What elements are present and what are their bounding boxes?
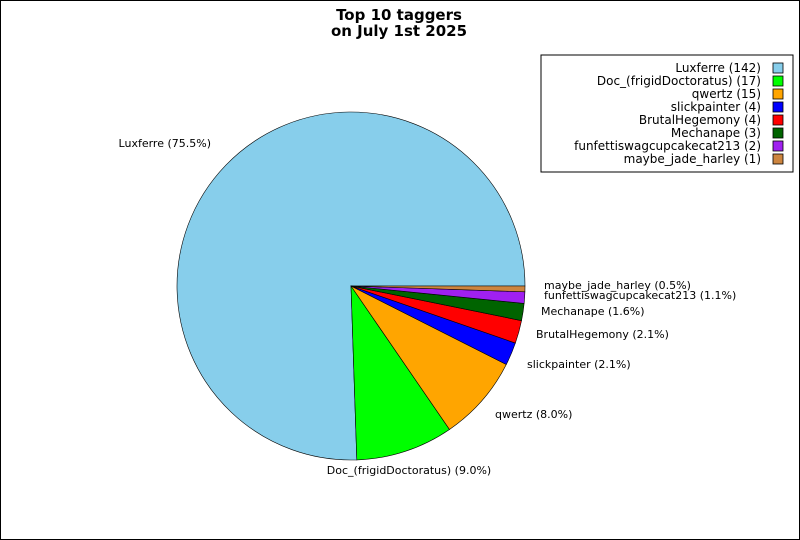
slice-label-slickpainter: slickpainter (2.1%) bbox=[527, 358, 631, 371]
pie-slice-doc-frigiddoctoratus- bbox=[350, 284, 450, 461]
legend-label-slickpainter: slickpainter (4) bbox=[671, 100, 761, 114]
legend: Luxferre (142)Doc_(frigidDoctoratus) (17… bbox=[540, 54, 794, 173]
pie-slices bbox=[176, 111, 526, 461]
legend-label-mechanape: Mechanape (3) bbox=[671, 126, 761, 140]
pie-slice-maybe-jade-harley bbox=[350, 285, 526, 293]
slice-label-brutalhegemony: BrutalHegemony (2.1%) bbox=[536, 328, 669, 341]
legend-label-brutalhegemony: BrutalHegemony (4) bbox=[639, 113, 761, 127]
legend-swatch-doc-frigiddoctoratus- bbox=[772, 75, 784, 87]
legend-swatch-qwertz bbox=[772, 88, 784, 100]
slice-label-funfettiswagcupcakecat213: funfettiswagcupcakecat213 (1.1%) bbox=[544, 289, 736, 302]
slice-label-maybe-jade-harley: maybe_jade_harley (0.5%) bbox=[544, 279, 691, 292]
legend-swatch-maybe-jade-harley bbox=[772, 153, 784, 165]
legend-label-luxferre: Luxferre (142) bbox=[675, 61, 761, 75]
legend-swatch-mechanape bbox=[772, 127, 784, 139]
slice-label-luxferre: Luxferre (75.5%) bbox=[119, 137, 211, 150]
legend-label-funfettiswagcupcakecat213: funfettiswagcupcakecat213 (2) bbox=[574, 139, 761, 153]
slice-label-mechanape: Mechanape (1.6%) bbox=[541, 305, 645, 318]
chart-title-line-2: on July 1st 2025 bbox=[331, 22, 467, 40]
legend-swatch-brutalhegemony bbox=[772, 114, 784, 126]
legend-swatch-luxferre bbox=[772, 62, 784, 74]
legend-box bbox=[540, 54, 794, 173]
slice-label-qwertz: qwertz (8.0%) bbox=[495, 408, 572, 421]
legend-label-maybe-jade-harley: maybe_jade_harley (1) bbox=[624, 152, 761, 166]
chart-title-line-1: Top 10 taggers bbox=[336, 6, 462, 24]
slice-label-doc-frigiddoctoratus-: Doc_(frigidDoctoratus) (9.0%) bbox=[327, 464, 491, 477]
legend-label-doc-frigiddoctoratus-: Doc_(frigidDoctoratus) (17) bbox=[597, 74, 761, 88]
legend-swatch-funfettiswagcupcakecat213 bbox=[772, 140, 784, 152]
slice-labels: Luxferre (75.5%) Doc_(frigidDoctoratus) (… bbox=[119, 137, 737, 477]
legend-swatch-slickpainter bbox=[772, 101, 784, 113]
legend-label-qwertz: qwertz (15) bbox=[692, 87, 761, 101]
